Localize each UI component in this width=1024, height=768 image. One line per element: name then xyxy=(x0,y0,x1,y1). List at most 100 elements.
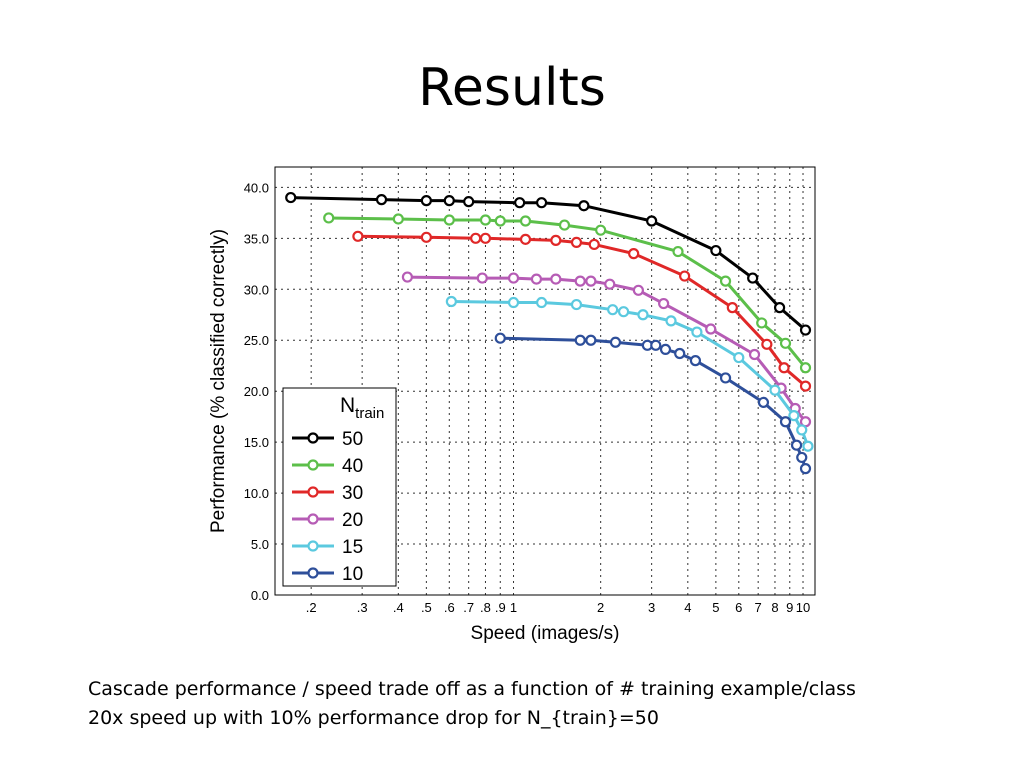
y-tick-label: 15.0 xyxy=(244,435,269,450)
y-tick-label: 25.0 xyxy=(244,333,269,348)
data-point xyxy=(519,233,532,245)
plot-frame xyxy=(274,166,816,596)
data-point xyxy=(779,416,792,428)
data-point xyxy=(609,336,622,348)
data-point xyxy=(479,214,492,226)
series-30 xyxy=(352,230,812,392)
data-point xyxy=(778,362,790,374)
data-point xyxy=(637,309,649,321)
x-tick-label: .7 xyxy=(463,600,474,615)
x-tick-label: 1 xyxy=(510,600,517,615)
performance-speed-chart: 0.0 5.0 10.0 15.0 20.0 25.0 30.0 35.0 40.0 .2 .3.… xyxy=(208,166,816,644)
data-point xyxy=(507,296,520,309)
x-tick-label: 4 xyxy=(684,600,691,615)
data-point xyxy=(719,275,732,287)
data-point xyxy=(535,197,548,209)
legend-item: 50 xyxy=(292,429,363,450)
data-point xyxy=(799,463,812,475)
data-point xyxy=(470,232,482,244)
data-point xyxy=(674,347,686,360)
y-axis-label: Performance (% classified correctly) xyxy=(208,229,229,533)
data-point xyxy=(802,440,814,452)
caption-line-1: Cascade performance / speed trade off as… xyxy=(88,678,856,700)
data-point xyxy=(796,451,808,464)
legend-title-main: N xyxy=(340,394,355,417)
data-point xyxy=(285,191,297,204)
data-point xyxy=(323,212,335,224)
x-axis-label: Speed (images/s) xyxy=(471,623,620,644)
y-tick-label: 40.0 xyxy=(244,180,269,195)
legend-label: 15 xyxy=(342,537,363,558)
data-point xyxy=(585,334,597,346)
legend-swatch-marker xyxy=(307,486,319,498)
data-point xyxy=(799,324,812,336)
data-point xyxy=(705,323,717,335)
data-point xyxy=(719,372,732,384)
data-point xyxy=(420,231,432,243)
data-point xyxy=(650,339,662,351)
legend-swatch-marker xyxy=(307,513,319,525)
legend-label: 50 xyxy=(342,429,363,450)
data-point xyxy=(659,343,672,356)
legend-swatch-marker xyxy=(307,567,319,579)
series-50 xyxy=(285,191,812,336)
data-point xyxy=(679,270,691,282)
data-point xyxy=(799,380,812,392)
x-tick-label: 9 xyxy=(786,600,793,615)
legend-label: 10 xyxy=(342,564,363,585)
y-tick-label: 10.0 xyxy=(244,486,269,501)
data-point xyxy=(476,272,488,284)
data-point xyxy=(604,278,616,290)
slide-caption: Cascade performance / speed trade off as… xyxy=(88,675,988,733)
x-tick-label: .3 xyxy=(357,600,368,615)
data-point xyxy=(507,272,520,284)
x-tick-label: 2 xyxy=(597,600,604,615)
data-point xyxy=(632,284,644,296)
data-point xyxy=(375,194,388,206)
legend: Ntrain 50 40 30 20 15 10 xyxy=(282,387,397,587)
y-tick-label: 30.0 xyxy=(244,282,269,297)
x-tick-label: .9 xyxy=(495,600,506,615)
legend-label: 20 xyxy=(342,510,363,531)
data-point xyxy=(790,439,803,451)
series-10 xyxy=(494,332,812,475)
data-point xyxy=(401,271,414,283)
legend-box xyxy=(282,387,397,587)
chart-figure: 0.0 5.0 10.0 15.0 20.0 25.0 30.0 35.0 40.0 .2 .3.… xyxy=(200,155,830,650)
series-15 xyxy=(445,295,814,452)
x-tick-label: .2 xyxy=(306,600,317,615)
data-point xyxy=(588,238,600,251)
data-point xyxy=(550,273,562,285)
data-point xyxy=(757,396,770,408)
data-point xyxy=(578,200,590,212)
data-point xyxy=(445,295,457,308)
x-tick-label: 10 xyxy=(796,600,810,615)
data-point xyxy=(519,215,532,227)
legend-item: 15 xyxy=(292,537,363,558)
data-point xyxy=(628,248,640,260)
data-point xyxy=(617,306,630,318)
data-point xyxy=(570,298,583,311)
legend-swatch-marker xyxy=(307,432,319,444)
x-tick-label: 7 xyxy=(755,600,762,615)
y-tick-label: 5.0 xyxy=(251,537,269,552)
data-point xyxy=(761,338,773,350)
data-point xyxy=(691,326,703,338)
legend-item: 20 xyxy=(292,510,363,531)
data-point xyxy=(463,196,475,208)
data-point xyxy=(558,219,571,231)
data-point xyxy=(570,236,583,249)
data-point xyxy=(494,332,506,344)
data-point xyxy=(788,410,800,422)
data-point xyxy=(530,273,543,285)
x-tick-label: .4 xyxy=(393,600,404,615)
data-point xyxy=(607,304,619,316)
y-tick-label: 20.0 xyxy=(244,384,269,399)
data-point xyxy=(779,337,792,349)
data-point xyxy=(443,195,455,207)
series-40 xyxy=(323,212,812,374)
data-point xyxy=(550,234,562,246)
data-point xyxy=(595,224,607,236)
data-point xyxy=(646,215,658,227)
data-point xyxy=(726,302,738,314)
